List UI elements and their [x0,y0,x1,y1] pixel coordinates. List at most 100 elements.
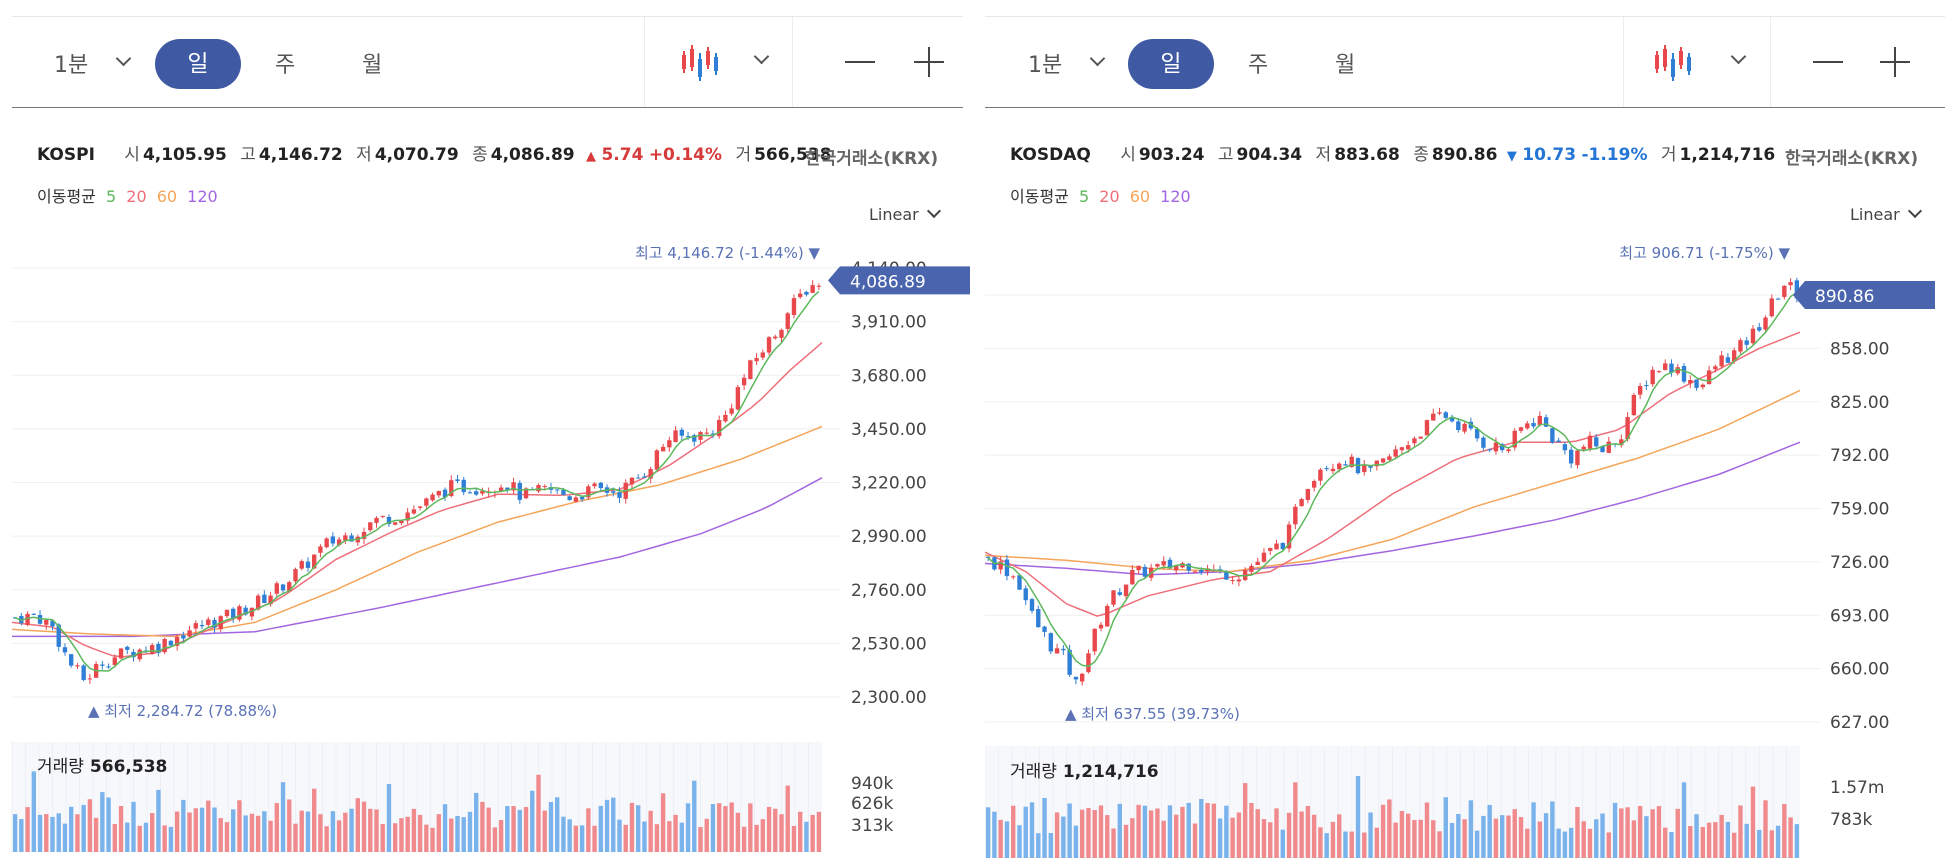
volume-bar [1192,823,1198,858]
candle-up [174,636,180,646]
candle-up [206,619,211,625]
candle-down [31,613,36,615]
volume-bar [1268,822,1273,858]
scale-select[interactable]: Linear [1850,203,1922,224]
volume-bar [330,811,336,852]
volume-bar [249,813,255,852]
y-tick-label: 660.00 [1830,660,1889,680]
volume-bar [1443,797,1448,858]
volume-bar [586,808,591,852]
candle-up [1305,489,1311,500]
kosdaq-panel: 1분 일 주 월 KOSDAQ 시 903.24 고 904.34 저 883.68 … [985,0,1945,864]
candle-down [1694,379,1699,388]
volume-bar [1719,814,1724,858]
volume-bar [1054,812,1060,858]
candle-down [305,561,311,568]
volume-bar [1205,802,1210,858]
candle-up [1575,450,1580,466]
y-tick-label: 627.00 [1830,713,1889,733]
volume-bar [1123,824,1129,858]
period-month-button[interactable]: 월 [362,53,383,78]
candle-up [1011,576,1016,578]
candle-up [1663,363,1668,370]
candle-up [1719,355,1724,367]
zoom-out-button[interactable] [1803,37,1853,87]
volume-bar [81,804,86,852]
volume-bar [1217,818,1223,858]
zoom-in-button[interactable] [904,37,954,87]
zoom-in-button[interactable] [1870,37,1920,87]
volume-bar [598,805,603,852]
candle-up [405,512,410,521]
period-day-button[interactable]: 일 [1128,39,1214,89]
candle-up [1437,412,1442,414]
candle-up [75,665,80,667]
moving-average-legend[interactable]: 이동평균 5 20 60 120 [37,183,218,207]
low-value: 4,070.79 [374,145,459,165]
volume-bar [1700,826,1706,858]
volume-bar [1261,819,1267,858]
minute-period-select[interactable]: 1분 [54,53,89,78]
volume-bar [1148,810,1154,858]
volume-bar [1167,805,1173,858]
volume-bar [729,802,734,852]
volume-bar [93,817,99,852]
volume-bar [717,803,722,852]
candle-up [673,430,678,443]
candlestick-chart-type-icon[interactable] [678,41,722,85]
candle-up [998,561,1003,570]
period-month-button[interactable]: 월 [1335,53,1356,78]
candle-up [723,414,728,422]
volume-bar [1663,827,1668,858]
y-tick-label: 825.00 [1830,393,1889,413]
volume-bar [1594,819,1599,858]
candle-up [1230,579,1235,581]
candle-down [1775,298,1781,300]
zoom-out-button[interactable] [835,37,885,87]
candle-down [455,479,460,482]
candlestick-chart-type-icon[interactable] [1651,41,1695,85]
volume-bar [1061,816,1066,858]
period-day-button[interactable]: 일 [155,39,241,89]
volume-bar [349,808,354,852]
volume-pane-label: 거래량 1,214,716 [1010,762,1159,782]
volume-bar [1355,776,1361,858]
candle-down [1067,649,1072,675]
volume-bar [1625,807,1630,858]
candle-up [1688,379,1693,384]
change-value: 10.73 [1522,145,1577,165]
candle-up [1512,430,1517,448]
volume-bar [224,822,230,852]
volume-bar [735,812,741,852]
candle-up [1054,648,1060,654]
volume-bar [100,792,105,852]
candle-up [361,531,367,539]
candle-down [1036,609,1041,628]
volume-bar [1531,802,1536,858]
volume-bar [1744,823,1749,858]
candle-up [1782,285,1787,297]
scale-select[interactable]: Linear [869,203,941,224]
high-label: 고 [240,145,256,165]
volume-bar [19,819,24,852]
volume-bar [305,811,311,852]
kospi-price-chart[interactable]: 4,140.003,910.003,680.003,450.003,220.00… [0,0,975,864]
minute-period-select[interactable]: 1분 [1028,53,1063,78]
period-week-button[interactable]: 주 [275,53,296,78]
candle-up [1700,384,1706,388]
candle-down [1644,385,1649,387]
candle-up [1525,423,1530,429]
volume-bar [125,822,130,852]
period-week-button[interactable]: 주 [1248,53,1269,78]
volume-bar [748,803,753,852]
high-annotation: 최고 906.71 (-1.75%) ▼ [1619,244,1790,262]
y-tick-label: 726.00 [1830,553,1889,573]
kosdaq-price-chart[interactable]: 891.00858.00825.00792.00759.00726.00693.… [985,0,1945,864]
moving-average-legend[interactable]: 이동평균 5 20 60 120 [1010,183,1191,207]
volume-bar [1788,817,1793,858]
volume-bar [1637,805,1643,858]
volume-bar [573,825,579,852]
candle-down [231,608,236,619]
candle-down [1449,416,1455,422]
y-tick-label: 2,300.00 [851,688,927,708]
